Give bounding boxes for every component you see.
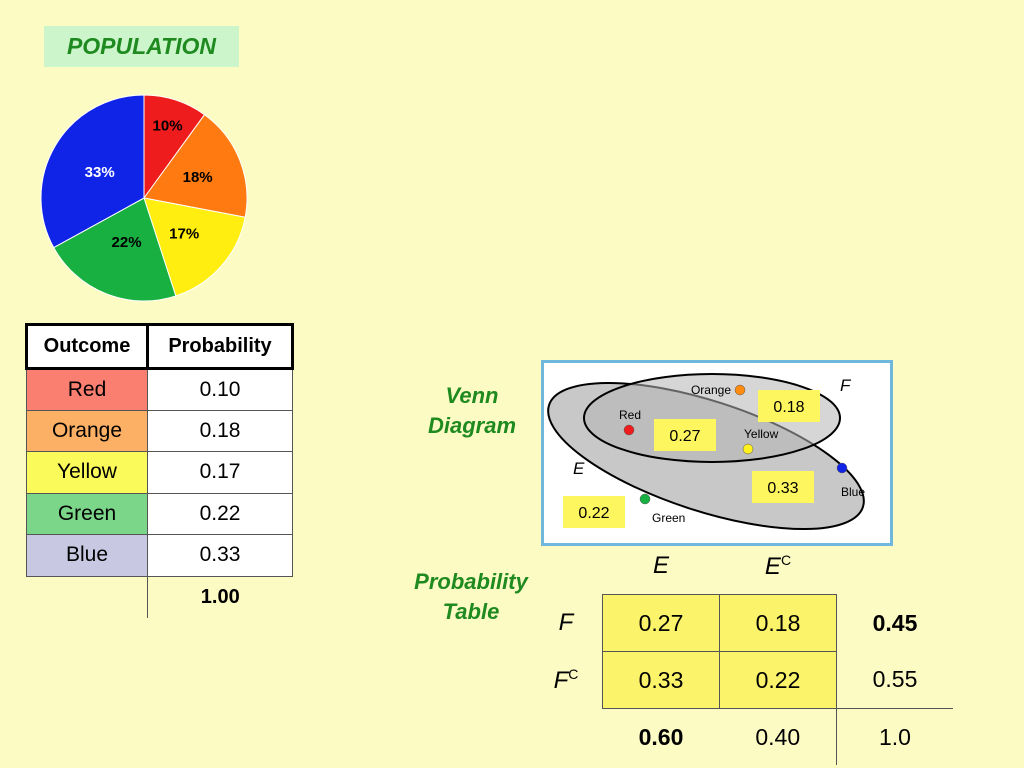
outcome-table-header: Outcome Probability <box>25 323 294 370</box>
pie-slice-label: 22% <box>112 234 142 251</box>
probability-table-label: Probability Table <box>397 567 545 627</box>
outcome-header: Outcome <box>25 323 149 370</box>
probability-cell: 0.17 <box>147 451 293 494</box>
yellow-point-label: Yellow <box>744 427 779 441</box>
cell-fc-e: 0.33 <box>602 651 720 709</box>
cell-f-e: 0.27 <box>602 594 720 652</box>
value-e-only: 0.33 <box>767 480 798 497</box>
value-box-f-only <box>758 390 820 422</box>
orange-point-label: Orange <box>691 383 731 397</box>
green-point <box>639 493 651 505</box>
venn-diagram: F E Orange Red Yellow Blue Green 0.18 0.… <box>547 373 865 531</box>
pie-slice-label: 18% <box>183 169 213 186</box>
value-box-neither <box>563 496 625 528</box>
row-f-letter: F <box>553 666 569 694</box>
pie-slice-label: 10% <box>153 118 183 135</box>
outcome-probability-table: Outcome Probability Red 0.10 Orange 0.18… <box>25 323 294 618</box>
prob-table-label-line1: Probability <box>414 569 528 594</box>
table-row: FC 0.33 0.22 0.55 <box>530 651 953 709</box>
blue-point <box>836 462 848 474</box>
outcome-cell: Yellow <box>26 451 148 494</box>
total-row: 1.00 <box>27 576 293 618</box>
row-header-f-complement: FC <box>530 652 603 709</box>
table-row: Yellow 0.17 <box>26 451 293 494</box>
pie-slice-5 <box>40 94 145 249</box>
blue-point-label: Blue <box>841 485 865 499</box>
outcome-cell: Blue <box>26 534 148 577</box>
table-row: Orange 0.18 <box>26 409 293 452</box>
pie-slice-label: 33% <box>85 164 115 181</box>
table-row: F 0.27 0.18 0.45 <box>530 594 953 652</box>
value-neither: 0.22 <box>578 505 609 522</box>
grand-total: 1.0 <box>836 708 953 765</box>
total-fc: 0.55 <box>872 666 918 693</box>
table-row: Blue 0.33 <box>26 534 293 577</box>
row-header-f: F <box>558 609 574 636</box>
outcome-cell: Red <box>26 368 148 411</box>
col-e-letter: E <box>764 552 781 580</box>
total-ec: 0.40 <box>719 708 837 765</box>
probability-table: E EC F 0.27 0.18 0.45 FC 0.33 0.22 0.55 … <box>530 538 953 765</box>
total-e: 0.60 <box>602 708 720 765</box>
set-f-label: F <box>840 376 852 395</box>
table-row: Green 0.22 <box>26 492 293 535</box>
orange-point <box>734 384 746 396</box>
prob-table-label-line2: Table <box>442 599 500 624</box>
complement-sup: C <box>780 551 792 568</box>
totals-row-blank <box>530 709 603 766</box>
total-blank <box>27 576 148 618</box>
table-row: 0.60 0.40 1.0 <box>530 708 953 766</box>
total-f: 0.45 <box>872 609 918 636</box>
yellow-point <box>742 443 754 455</box>
value-both: 0.27 <box>669 428 700 445</box>
venn-diagram-frame: F E Orange Red Yellow Blue Green 0.18 0.… <box>541 360 893 546</box>
cell-fc-ec: 0.22 <box>719 651 837 709</box>
population-title: POPULATION <box>44 26 239 67</box>
pie-slice-3 <box>143 197 246 297</box>
venn-label-line2: Diagram <box>427 413 517 438</box>
pie-slice-2 <box>143 113 248 218</box>
pie-slice-4 <box>53 197 177 302</box>
green-point-label: Green <box>652 511 685 525</box>
col-header-blank <box>837 538 954 595</box>
venn-diagram-label: Venn Diagram <box>412 381 532 441</box>
prob-table-header-row: E EC <box>530 538 953 595</box>
red-point-label: Red <box>619 408 641 422</box>
col-header-e: E <box>652 552 669 579</box>
corner-blank <box>530 538 603 595</box>
set-e-label: E <box>573 459 585 478</box>
pie-slice-label: 17% <box>169 225 199 242</box>
cell-f-ec: 0.18 <box>719 594 837 652</box>
probability-cell: 0.33 <box>147 534 293 577</box>
population-pie-chart: 10% 18% 17% 22% 33% <box>40 94 248 302</box>
probability-cell: 0.22 <box>147 492 293 535</box>
col-header-e-complement: EC <box>720 538 837 595</box>
complement-sup: C <box>568 665 579 682</box>
value-box-e-only <box>752 471 814 503</box>
red-point <box>623 424 635 436</box>
probability-cell: 0.10 <box>147 368 293 411</box>
probability-cell: 0.18 <box>147 409 293 452</box>
probability-total: 1.00 <box>147 576 293 618</box>
probability-header: Probability <box>146 323 294 370</box>
venn-label-line1: Venn <box>445 383 499 408</box>
outcome-cell: Orange <box>26 409 148 452</box>
table-row: Red 0.10 <box>26 368 293 411</box>
value-f-only: 0.18 <box>773 399 804 416</box>
outcome-cell: Green <box>26 492 148 535</box>
value-box-both <box>654 419 716 451</box>
